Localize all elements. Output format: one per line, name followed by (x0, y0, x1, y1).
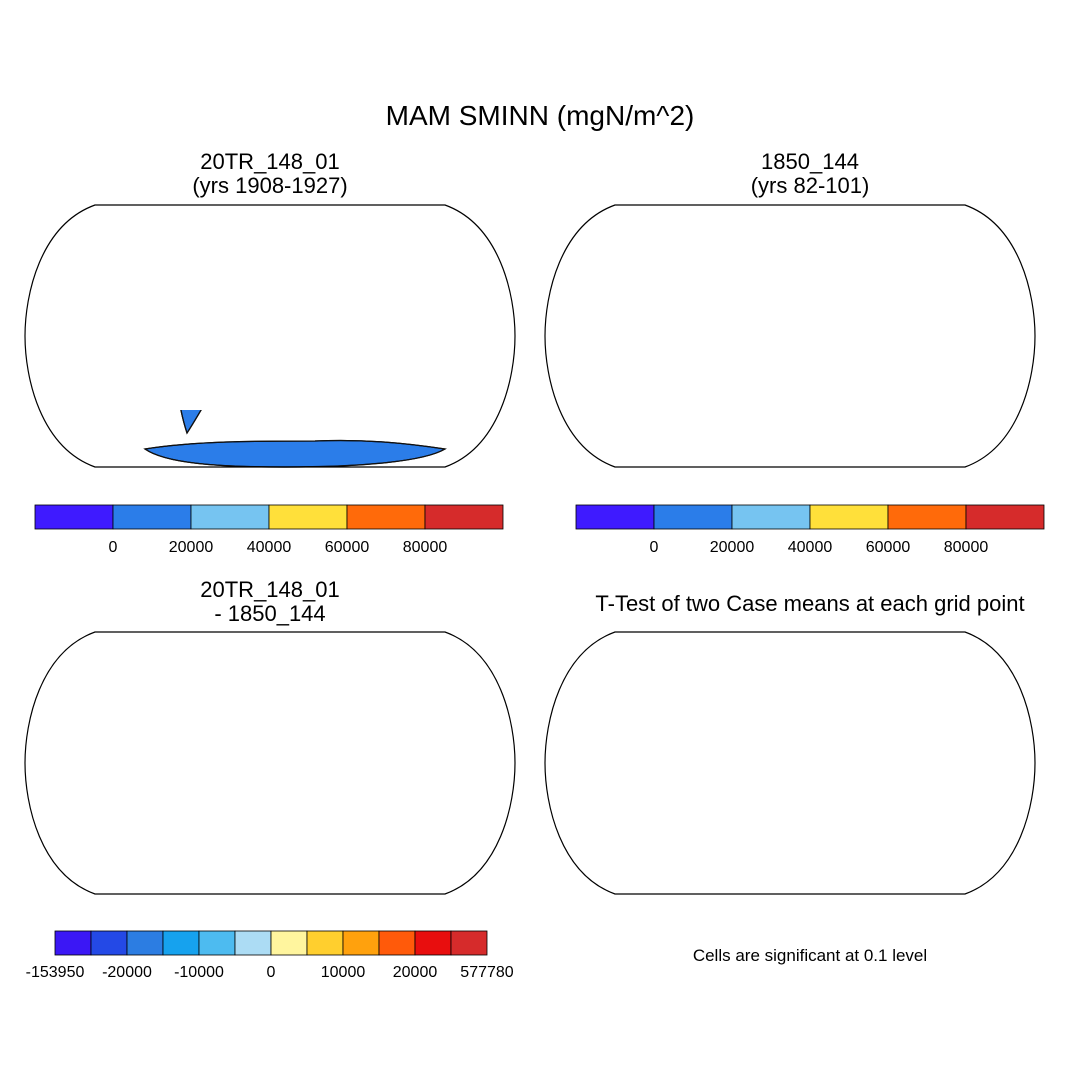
map-panel-3-land (83, 637, 495, 894)
colorbar-2-tick: 40000 (788, 539, 833, 556)
colorbar-3-swatch (126, 930, 164, 956)
colorbar-3: -153950 -20000 -10000 0 10000 20000 577780 (26, 930, 514, 981)
colorbar-3-swatch (270, 930, 308, 956)
colorbar-3-swatch (162, 930, 200, 956)
main-title: MAM SMINN (mgN/m^2) (385, 100, 695, 131)
colorbar-2: 0 20000 40000 60000 80000 (575, 504, 1045, 556)
panel-4-title-line-1: T-Test of two Case means at each grid po… (595, 591, 1025, 616)
colorbar-3-swatch (198, 930, 236, 956)
colorbar-1-tick: 40000 (247, 539, 292, 556)
colorbar-1-tick: 0 (109, 539, 118, 556)
colorbar-2-swatch (809, 504, 889, 530)
colorbar-3-tick: -10000 (174, 964, 224, 981)
map-panel-4-frame (544, 631, 1036, 895)
panel-4-title: T-Test of two Case means at each grid po… (540, 592, 1080, 616)
colorbar-3-swatch (306, 930, 344, 956)
panel-1-title: 20TR_148_01 (yrs 1908-1927) (120, 150, 420, 198)
panel-2-title: 1850_144 (yrs 82-101) (660, 150, 960, 198)
colorbar-1-swatch (34, 504, 114, 530)
colorbar-3-swatch (54, 930, 92, 956)
panel-2-title-line-1: 1850_144 (761, 149, 859, 174)
colorbar-2-swatch (731, 504, 811, 530)
panel-3-title-line-1: 20TR_148_01 (200, 577, 340, 602)
colorbar-3-swatch (342, 930, 380, 956)
colorbar-2-swatch (653, 504, 733, 530)
map-panel-2 (544, 204, 1036, 468)
colorbar-1-tick: 20000 (169, 539, 214, 556)
map-panel-4-land (603, 637, 1015, 894)
colorbar-3-swatch (450, 930, 488, 956)
colorbar-1: 0 20000 40000 60000 80000 (34, 504, 504, 556)
colorbar-2-swatch (887, 504, 967, 530)
panel-1-title-line-1: 20TR_148_01 (200, 149, 340, 174)
map-panel-3 (24, 631, 516, 895)
colorbar-2-swatch (575, 504, 655, 530)
map-panel-3-frame (24, 631, 516, 895)
map-panel-3-texture (87, 653, 488, 765)
colorbar-3-swatch (378, 930, 416, 956)
colorbar-3-swatch (90, 930, 128, 956)
colorbar-1-swatch (190, 504, 270, 530)
map-panel-1-texture (115, 233, 448, 323)
colorbar-2-swatch (965, 504, 1045, 530)
colorbar-2-tick: 20000 (710, 539, 755, 556)
colorbar-3-tick: 577780 (460, 964, 513, 981)
colorbar-1-swatch (112, 504, 192, 530)
colorbar-1-swatch (424, 504, 504, 530)
colorbar-1-tick: 60000 (325, 539, 370, 556)
map-panel-2-frame (544, 204, 1036, 468)
panel-2-title-line-2: (yrs 82-101) (750, 173, 870, 198)
colorbar-2-tick: 60000 (866, 539, 911, 556)
colorbar-3-tick: -20000 (102, 964, 152, 981)
colorbar-3-swatch (234, 930, 272, 956)
map-panel-4-texture (606, 650, 1007, 853)
colorbar-3-tick: -153950 (26, 964, 85, 981)
map-panel-1-frame (24, 204, 516, 468)
colorbar-2-tick: 0 (650, 539, 659, 556)
colorbar-1-swatch (346, 504, 426, 530)
colorbar-2-tick: 80000 (944, 539, 989, 556)
colorbar-1-swatch (268, 504, 348, 530)
colorbar-3-tick: 20000 (393, 964, 438, 981)
panel-1-title-line-2: (yrs 1908-1927) (192, 173, 348, 198)
colorbar-1-tick: 80000 (403, 539, 448, 556)
map-panel-1-land (82, 410, 496, 468)
significance-note: Cells are significant at 0.1 level (692, 946, 928, 965)
map-panel-2-land (603, 210, 1015, 467)
panel-3-title-line-2: - 1850_144 (214, 601, 326, 626)
colorbar-3-swatch (414, 930, 452, 956)
map-panel-1 (24, 204, 516, 468)
panel-3-title: 20TR_148_01 - 1850_144 (120, 578, 420, 626)
colorbar-3-tick: 10000 (321, 964, 366, 981)
map-panel-4 (544, 631, 1036, 895)
map-panel-2-texture (637, 233, 968, 323)
colorbar-3-tick: 0 (267, 964, 276, 981)
